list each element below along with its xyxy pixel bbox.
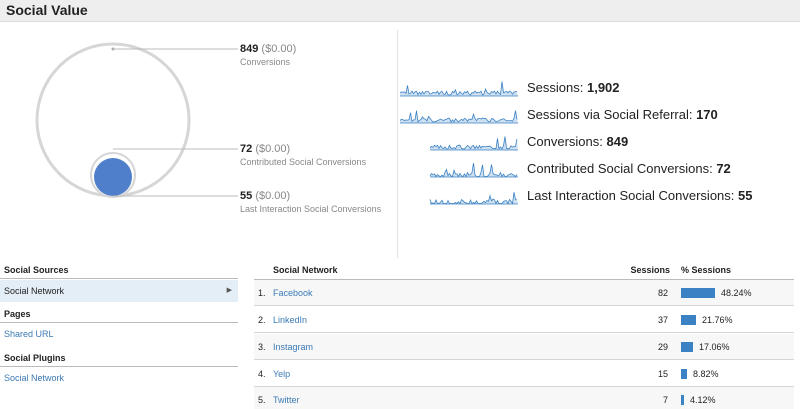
row-index: 1.: [258, 288, 266, 298]
contributed-money: ($0.00): [255, 143, 291, 155]
sparkline-social-referral: [400, 110, 518, 124]
sparkline-last-interaction: [429, 192, 518, 205]
conversions-value: 849: [240, 43, 259, 55]
sparkline-contributed-text: Contributed Social Conversions: 72: [527, 161, 731, 176]
sparkline-conversions-text: Conversions: 849: [527, 134, 629, 149]
table-row: 1. Facebook 82 48.24%: [254, 280, 794, 306]
sessions-value: 37: [657, 315, 668, 325]
network-link[interactable]: Twitter: [273, 395, 300, 405]
contributed-value: 72: [240, 143, 253, 155]
sparkline-sessions: [400, 81, 518, 97]
sessions-value: 7: [662, 395, 668, 405]
sparkline-sessions-text: Sessions: 1,902: [527, 80, 620, 95]
social-sources-heading: Social Sources: [0, 262, 238, 279]
sessions-pct: 48.24%: [721, 288, 752, 298]
column-header-sessions[interactable]: Sessions: [630, 265, 670, 275]
sessions-value: 15: [657, 369, 668, 379]
social-plugins-heading: Social Plugins: [0, 350, 238, 367]
sessions-value: 82: [657, 288, 668, 298]
section-title: Social Value: [6, 2, 88, 18]
caret-right-icon: ▶: [226, 287, 232, 294]
sessions-share-bar: [681, 395, 684, 405]
conversion-circles: [0, 22, 240, 222]
contributed-stat: 72 ($0.00) Contributed Social Conversion…: [240, 143, 366, 168]
network-link[interactable]: Yelp: [273, 369, 291, 379]
table-row: 5. Twitter 7 4.12%: [254, 387, 794, 409]
section-header: Social Value: [0, 0, 800, 22]
sessions-share-bar: [681, 342, 693, 352]
sessions-share-bar: [681, 288, 715, 298]
nav-item-label: Social Network: [4, 286, 65, 296]
sessions-pct: 17.06%: [699, 342, 730, 352]
sessions-pct: 21.76%: [702, 315, 733, 325]
vertical-divider: [397, 30, 398, 258]
sessions-pct: 4.12%: [690, 395, 716, 405]
pages-heading: Pages: [0, 306, 238, 323]
row-index: 5.: [258, 395, 266, 405]
sparkline-row-contributed[interactable]: Contributed Social Conversions: 72: [400, 160, 800, 180]
last-interaction-label: Last Interaction Social Conversions: [240, 204, 382, 214]
nav-link-social-network-plugins[interactable]: Social Network: [4, 373, 65, 383]
column-header-network[interactable]: Social Network: [273, 265, 338, 275]
nav-link-shared-url[interactable]: Shared URL: [4, 329, 54, 339]
sessions-value: 29: [657, 342, 668, 352]
sparkline-conversions: [429, 136, 518, 151]
sessions-share-bar: [681, 369, 687, 379]
conversions-stat: 849 ($0.00) Conversions: [240, 43, 296, 68]
sparkline-row-conversions[interactable]: Conversions: 849: [400, 133, 800, 153]
sparkline-row-sessions[interactable]: Sessions: 1,902: [400, 79, 800, 99]
sessions-pct: 8.82%: [693, 369, 719, 379]
last-interaction-value: 55: [240, 190, 253, 202]
sparkline-row-social-referral[interactable]: Sessions via Social Referral: 170: [400, 106, 800, 126]
network-link[interactable]: Facebook: [273, 288, 313, 298]
conversions-label: Conversions: [240, 57, 291, 67]
table-row: 2. LinkedIn 37 21.76%: [254, 307, 794, 333]
network-link[interactable]: Instagram: [273, 342, 314, 352]
conversions-money: ($0.00): [261, 43, 297, 55]
sparkline-last-interaction-text: Last Interaction Social Conversions: 55: [527, 188, 753, 203]
contributed-label: Contributed Social Conversions: [240, 157, 367, 167]
last-interaction-stat: 55 ($0.00) Last Interaction Social Conve…: [240, 190, 381, 215]
sessions-share-bar: [681, 315, 696, 325]
table-header-divider: [254, 279, 794, 280]
sparkline-row-last-interaction[interactable]: Last Interaction Social Conversions: 55: [400, 187, 800, 207]
row-index: 4.: [258, 369, 266, 379]
nav-item-social-network-sources[interactable]: Social Network ▶: [0, 280, 238, 302]
table-row: 3. Instagram 29 17.06%: [254, 334, 794, 360]
column-header-pct-sessions[interactable]: % Sessions: [681, 265, 732, 275]
sparkline-social-referral-text: Sessions via Social Referral: 170: [527, 107, 718, 122]
row-index: 3.: [258, 342, 266, 352]
last-interaction-money: ($0.00): [255, 190, 291, 202]
row-index: 2.: [258, 315, 266, 325]
sparkline-contributed: [429, 163, 518, 178]
table-row: 4. Yelp 15 8.82%: [254, 361, 794, 387]
last-interaction-circle: [94, 158, 132, 196]
network-link[interactable]: LinkedIn: [273, 315, 308, 325]
